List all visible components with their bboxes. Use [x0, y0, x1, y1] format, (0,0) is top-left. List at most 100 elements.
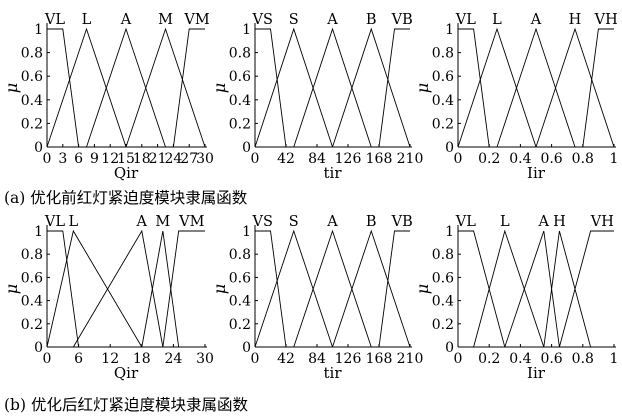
series-label-vl: VL — [455, 12, 476, 28]
y-tick-label: 0.4 — [21, 294, 43, 310]
y-axis-label: μ — [413, 83, 432, 93]
series-label-a: A — [326, 214, 338, 230]
series-line-vl — [458, 230, 506, 348]
series-line-a — [293, 229, 372, 348]
series-label-vb: VB — [391, 214, 413, 230]
x-tick-label: 0.6 — [540, 351, 562, 367]
y-tick-label: 0.2 — [229, 317, 251, 333]
x-tick-label: 3 — [58, 151, 67, 167]
x-tick-label: 0.2 — [478, 351, 500, 367]
panel-3: 0 0.2 0.4 0.6 0.8 1 0 0.2 0.4 0.6 0.8 1 μ Iir VL L A H VH — [413, 12, 618, 182]
series-line-l — [473, 229, 545, 348]
series-line-l — [457, 27, 537, 148]
y-tick-label: 0.2 — [432, 317, 454, 333]
panel-2: 0 42 84 126 168 210 0 0.2 0.4 0.6 0.8 1 μ tir VS S A B VB — [210, 12, 423, 182]
y-axis-label: μ — [2, 284, 21, 294]
x-tick-label: 0.4 — [509, 151, 531, 167]
y-tick-label: 1 — [445, 22, 454, 38]
y-tick-label: 0.4 — [432, 294, 454, 310]
x-axis-label: tir — [324, 164, 343, 182]
caption-after-optimization: (b) 优化后红灯紧迫度模块隶属函数 — [4, 396, 248, 414]
y-axis-label: μ — [413, 284, 432, 294]
y-tick-label: 0.4 — [229, 294, 251, 310]
x-tick-label: 0.2 — [478, 151, 500, 167]
y-tick-label: 0.6 — [229, 69, 251, 85]
x-axis-label: Iir — [527, 364, 546, 382]
series-label-a: A — [538, 214, 550, 230]
y-tick-label: 0.8 — [432, 46, 454, 62]
y-tick-label: 0.4 — [229, 93, 251, 109]
x-axis-label: Qir — [114, 164, 139, 182]
y-tick-label: 1 — [34, 224, 43, 240]
y-tick-label: 0.6 — [21, 69, 43, 85]
series-label-l: L — [500, 214, 510, 230]
panel-6: 0 0.2 0.4 0.6 0.8 1 0 0.2 0.4 0.6 0.8 1 μ Iir VL L A H VH — [413, 214, 618, 382]
x-tick-label: 24 — [164, 151, 182, 167]
series-label-m: M — [158, 12, 173, 28]
y-tick-label: 1 — [34, 22, 43, 38]
x-axis-label: Qir — [114, 364, 139, 382]
series-label-a: A — [530, 12, 542, 28]
y-tick-label: 0.2 — [432, 116, 454, 132]
x-tick-label: 0 — [251, 151, 260, 167]
y-tick-label: 0.6 — [432, 270, 454, 286]
series-line-a — [293, 27, 372, 148]
y-tick-label: 0.2 — [21, 317, 43, 333]
y-tick-label: 0.8 — [432, 247, 454, 263]
x-tick-label: 126 — [335, 151, 362, 167]
series-line-b — [332, 27, 411, 148]
y-tick-label: 0.4 — [21, 93, 43, 109]
x-tick-label: 6 — [74, 351, 83, 367]
series-line-vb — [378, 230, 410, 348]
x-tick-label: 21 — [149, 151, 167, 167]
y-tick-label: 0 — [445, 140, 454, 156]
y-tick-label: 0 — [242, 340, 251, 356]
x-tick-label: 42 — [277, 351, 295, 367]
x-tick-label: 0.8 — [572, 351, 594, 367]
x-tick-label: 9 — [90, 151, 99, 167]
series-line-vm — [172, 28, 205, 148]
x-tick-label: 168 — [366, 351, 393, 367]
series-label-b: B — [366, 12, 377, 28]
series-line-b — [332, 229, 411, 348]
series-label-l: L — [69, 214, 79, 230]
y-axis-label: μ — [2, 83, 21, 93]
series-line-vl — [47, 28, 80, 148]
series-line-vh — [582, 28, 614, 148]
series-label-b: B — [366, 214, 377, 230]
x-tick-label: 1 — [610, 151, 619, 167]
x-tick-label: 0.8 — [572, 151, 594, 167]
series-label-vs: VS — [252, 12, 273, 28]
y-tick-label: 0 — [34, 340, 43, 356]
series-label-vm: VM — [178, 214, 204, 230]
series-label-vl: VL — [44, 12, 65, 28]
x-tick-label: 0 — [43, 151, 52, 167]
y-tick-label: 0.8 — [229, 46, 251, 62]
y-tick-label: 0.6 — [432, 69, 454, 85]
panel-5: 0 42 84 126 168 210 0 0.2 0.4 0.6 0.8 1 μ tir VS S A B VB — [210, 214, 423, 382]
series-line-vl — [47, 230, 80, 348]
y-axis-label: μ — [210, 83, 229, 93]
x-tick-label: 0.6 — [540, 151, 562, 167]
series-line-a — [72, 229, 164, 348]
series-label-h: H — [569, 12, 582, 28]
series-line-vs — [255, 230, 287, 348]
x-tick-label: 24 — [164, 351, 182, 367]
caption-before-optimization: (a) 优化前红灯紧迫度模块隶属函数 — [4, 189, 248, 207]
x-axis-label: Iir — [527, 164, 546, 182]
y-tick-label: 0.4 — [432, 93, 454, 109]
x-tick-label: 0.4 — [509, 351, 531, 367]
x-tick-label: 18 — [133, 351, 151, 367]
series-line-s — [254, 229, 333, 348]
series-line-a — [86, 27, 166, 148]
series-label-l: L — [82, 12, 92, 28]
series-line-h — [535, 27, 615, 148]
series-label-a: A — [136, 214, 148, 230]
series-line-vl — [458, 28, 490, 148]
y-tick-label: 0 — [242, 140, 251, 156]
x-tick-label: 168 — [366, 151, 393, 167]
series-line-vb — [378, 28, 410, 148]
y-tick-label: 1 — [242, 22, 251, 38]
